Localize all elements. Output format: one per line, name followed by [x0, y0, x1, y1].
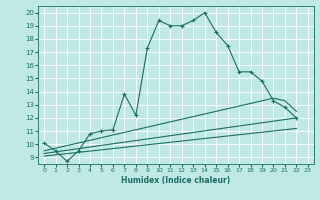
X-axis label: Humidex (Indice chaleur): Humidex (Indice chaleur) [121, 176, 231, 185]
